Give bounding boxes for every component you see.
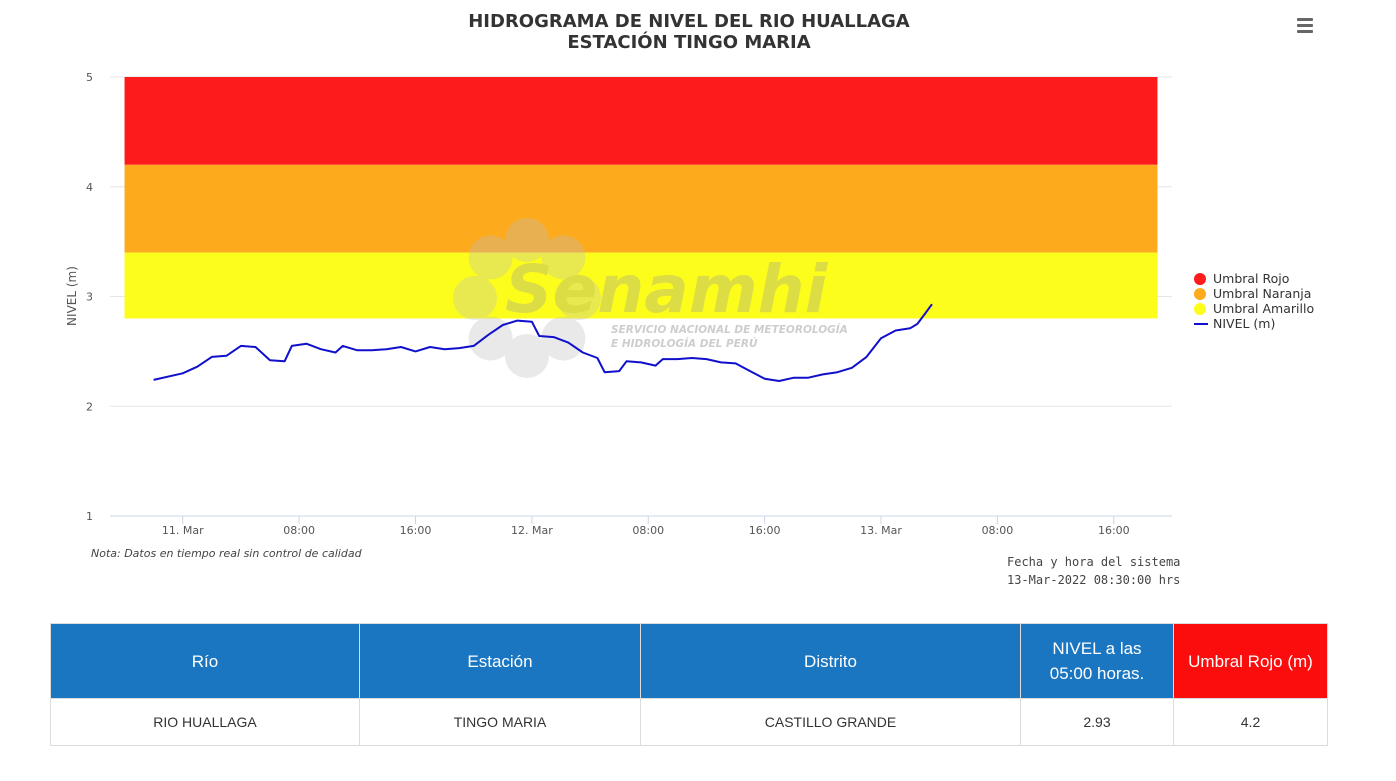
system-datetime: Fecha y hora del sistema 13-Mar-2022 08:… — [1007, 553, 1180, 589]
table-row: RIO HUALLAGA TINGO MARIA CASTILLO GRANDE… — [50, 698, 1328, 746]
legend-item-umbral-rojo[interactable]: Umbral Rojo — [1194, 271, 1314, 286]
legend-marker-red — [1194, 272, 1206, 285]
legend-label: NIVEL (m) — [1213, 316, 1276, 331]
cell-rio: RIO HUALLAGA — [50, 698, 360, 746]
svg-text:Senamhi: Senamhi — [505, 251, 829, 328]
header-rio: Río — [50, 623, 360, 699]
x-tick-label: 08:00 — [632, 524, 664, 537]
legend-label: Umbral Rojo — [1213, 271, 1290, 286]
legend-marker-yellow — [1194, 302, 1206, 315]
table-header-row: Río Estación Distrito NIVEL a las 05:00 … — [50, 623, 1328, 699]
y-tick-label: 5 — [86, 71, 93, 84]
y-tick-label: 3 — [86, 291, 93, 304]
y-tick-label: 1 — [86, 510, 93, 523]
chart-subtitle: ESTACIÓN TINGO MARIA — [567, 31, 810, 53]
system-datetime-value: 13-Mar-2022 08:30:00 hrs — [1007, 573, 1181, 587]
x-tick-label: 16:00 — [1098, 524, 1130, 537]
header-estacion: Estación — [359, 623, 641, 699]
threshold-band-rojo — [124, 77, 1158, 165]
x-tick-label: 13. Mar — [860, 524, 902, 537]
hydrograph-chart: HIDROGRAMA DE NIVEL DEL RIO HUALLAGA ESTA… — [65, 11, 1320, 589]
cell-estacion: TINGO MARIA — [359, 698, 641, 746]
y-tick-label: 4 — [86, 181, 93, 194]
station-table: Río Estación Distrito NIVEL a las 05:00 … — [50, 623, 1328, 746]
chart-legend: Umbral Rojo Umbral Naranja Umbral Amaril… — [1194, 271, 1314, 331]
header-distrito: Distrito — [640, 623, 1021, 699]
legend-item-umbral-amarillo[interactable]: Umbral Amarillo — [1194, 301, 1314, 316]
legend-marker-orange — [1194, 287, 1206, 300]
chart-title: HIDROGRAMA DE NIVEL DEL RIO HUALLAGA — [468, 11, 910, 32]
x-tick-label: 11. Mar — [162, 524, 204, 537]
svg-text:E HIDROLOGÍA DEL PERÚ: E HIDROLOGÍA DEL PERÚ — [611, 337, 758, 350]
x-tick-label: 08:00 — [982, 524, 1014, 537]
threshold-band-amarillo — [124, 252, 1158, 319]
cell-umbral-rojo: 4.2 — [1173, 698, 1328, 746]
x-tick-label: 08:00 — [283, 524, 315, 537]
system-datetime-label: Fecha y hora del sistema — [1007, 555, 1181, 569]
chart-canvas: HIDROGRAMA DE NIVEL DEL RIO HUALLAGAESTA… — [65, 11, 1172, 537]
y-tick-label: 2 — [86, 400, 93, 413]
svg-text:SERVICIO NACIONAL DE METEOROLO: SERVICIO NACIONAL DE METEOROLOGÍA — [611, 323, 848, 336]
cell-nivel: 2.93 — [1020, 698, 1174, 746]
y-axis-title: NIVEL (m) — [65, 266, 79, 326]
legend-label: Umbral Amarillo — [1213, 301, 1315, 316]
legend-item-nivel[interactable]: NIVEL (m) — [1194, 316, 1314, 331]
header-nivel: NIVEL a las 05:00 horas. — [1020, 623, 1174, 699]
series-line-nivel — [153, 303, 933, 382]
x-tick-label: 12. Mar — [511, 524, 553, 537]
header-umbral-rojo: Umbral Rojo (m) — [1173, 623, 1328, 699]
hamburger-menu-icon[interactable] — [1290, 12, 1320, 38]
x-tick-label: 16:00 — [749, 524, 781, 537]
legend-item-umbral-naranja[interactable]: Umbral Naranja — [1194, 286, 1314, 301]
legend-label: Umbral Naranja — [1213, 286, 1312, 301]
x-tick-label: 16:00 — [400, 524, 432, 537]
cell-distrito: CASTILLO GRANDE — [640, 698, 1021, 746]
legend-marker-line — [1194, 322, 1208, 325]
quality-note: Nota: Datos en tiempo real sin control d… — [91, 547, 362, 560]
threshold-band-naranja — [124, 164, 1158, 253]
